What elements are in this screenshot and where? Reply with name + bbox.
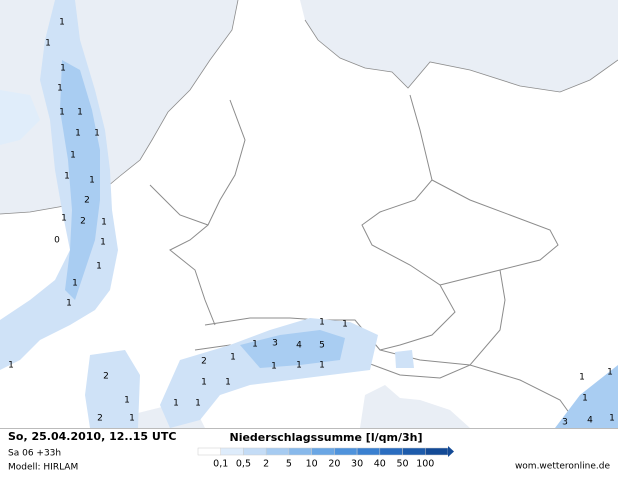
run: Sa 06 +33h [8, 449, 61, 459]
precipitation [0, 0, 118, 370]
map-value-label: 1 [89, 176, 95, 186]
map-value-label: 2 [97, 414, 103, 424]
map-value-label: 1 [319, 318, 325, 328]
map-value-label: 1 [607, 368, 613, 378]
legend-swatch [265, 447, 290, 456]
map-value-label: 1 [77, 108, 83, 118]
map-value-label: 4 [587, 416, 593, 426]
map-value-label: 1 [124, 396, 130, 406]
map-value-label: 0 [54, 236, 60, 246]
country-border [364, 361, 581, 429]
legend-label: 20 [328, 459, 340, 470]
map-value-label: 1 [225, 378, 231, 388]
legend-swatch [311, 447, 335, 456]
legend-label: 50 [396, 459, 408, 470]
map-value-label: 1 [201, 378, 207, 388]
map-value-label: 1 [66, 299, 72, 309]
precipitation [395, 350, 414, 368]
map-value-label: 1 [252, 340, 258, 350]
map-value-label: 1 [75, 129, 81, 139]
map-value-label: 1 [579, 373, 585, 383]
map-value-label: 1 [319, 361, 325, 371]
map-value-label: 1 [271, 362, 277, 372]
country-border [431, 179, 559, 286]
legend-label: 0,1 [213, 459, 228, 470]
legend-swatch [197, 447, 221, 456]
map-value-label: 1 [94, 129, 100, 139]
sea [300, 0, 618, 92]
legend: 0,1 0,5 2 5 10 20 30 40 50 100 [197, 446, 454, 470]
map-value-label: 3 [562, 418, 568, 428]
legend-label: 100 [416, 459, 434, 470]
map-value-label: 1 [8, 361, 14, 371]
map-value-label: 2 [201, 357, 207, 367]
date: So, 25.04.2010, 12..15 UTC [8, 430, 176, 443]
legend-swatch [402, 447, 426, 456]
legend-swatch [356, 447, 381, 456]
map-value-label: 2 [84, 196, 90, 206]
precipitation [0, 90, 40, 145]
country-border [149, 184, 209, 226]
map-value-label: 5 [319, 341, 325, 351]
legend-swatch [243, 447, 267, 456]
map-value-label: 1 [96, 262, 102, 272]
legend-label: 10 [306, 459, 318, 470]
legend-label: 2 [263, 459, 269, 470]
map-value-label: 1 [342, 320, 348, 330]
map-value-label: 1 [72, 279, 78, 289]
coastline [304, 19, 618, 93]
legend-swatch [425, 447, 449, 456]
map-value-label: 1 [60, 64, 66, 74]
map-value-label: 1 [230, 353, 236, 363]
map-value-label: 1 [582, 394, 588, 404]
precipitation [60, 60, 100, 300]
legend-swatch [220, 447, 244, 456]
map-value-label: 1 [45, 39, 51, 49]
map-value-label: 2 [103, 372, 109, 382]
source: wom.wetteronline.de [515, 462, 611, 472]
model: Modell: HIRLAM [8, 463, 78, 473]
map-value-label: 2 [80, 217, 86, 227]
map-value-label: 1 [195, 399, 201, 409]
map-value-label: 1 [296, 361, 302, 371]
legend-swatch [288, 447, 312, 456]
map-value-label: 4 [296, 341, 302, 351]
map-value-label: 1 [61, 214, 67, 224]
map-value-label: 1 [101, 218, 107, 228]
map-value-label: 1 [59, 108, 65, 118]
map-value-label: 1 [64, 172, 70, 182]
map-value-label: 1 [129, 414, 135, 424]
map-value-label: 1 [59, 18, 65, 28]
legend-label: 0,5 [236, 459, 251, 470]
map-value-label: 1 [70, 151, 76, 161]
map-value-label: 1 [57, 84, 63, 94]
map-value-label: 3 [272, 339, 278, 349]
legend-swatch [334, 447, 358, 456]
legend-label: 30 [351, 459, 363, 470]
legend-swatch [379, 447, 403, 456]
map-value-label: 1 [609, 414, 615, 424]
precipitation [240, 330, 345, 368]
map-value-label: 1 [173, 399, 179, 409]
precipitation [85, 350, 140, 428]
sea [360, 385, 470, 428]
map-value-label: 1 [100, 238, 106, 248]
precipitation [555, 365, 618, 428]
legend-arrow [448, 446, 454, 457]
legend-label: 5 [286, 459, 292, 470]
country-border [169, 99, 246, 326]
legend-label: 40 [374, 459, 386, 470]
country-border [204, 269, 506, 366]
legend-title: Niederschlagssumme [l/qm/3h] [230, 431, 423, 444]
